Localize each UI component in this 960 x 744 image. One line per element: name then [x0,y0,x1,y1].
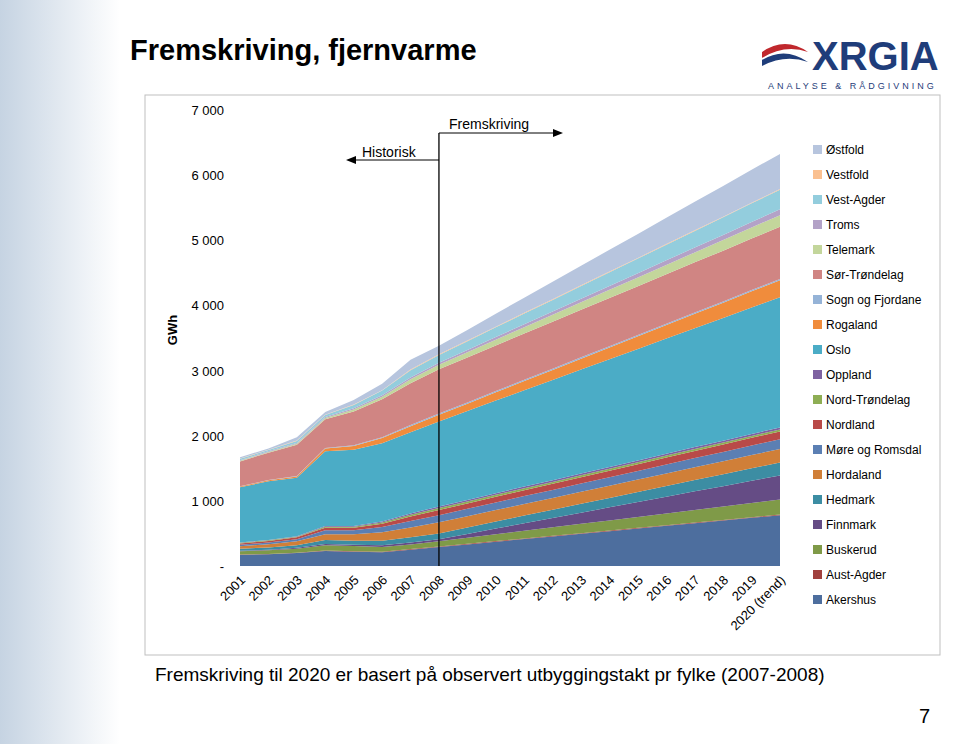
y-tick-label: 5 000 [191,233,224,248]
legend-label: Buskerud [826,543,877,557]
x-tick-label: 2003 [274,573,305,604]
x-tick-label: 2014 [587,573,618,604]
y-tick [228,500,232,501]
legend-swatch [813,295,822,304]
area [240,227,780,486]
x-tick-label: 2009 [444,573,475,604]
logo: XRGIA ANALYSE & RÅDGIVNING [762,34,939,91]
area [240,215,780,461]
arrow-head [553,129,563,137]
y-tick-label: 6 000 [191,168,224,183]
legend-label: Oppland [826,368,871,382]
x-tick-label: 2020 (trend) [727,573,788,634]
area [240,209,780,461]
legend-label: Sør-Trøndelag [826,268,904,282]
legend-swatch [813,595,822,604]
legend-swatch [813,445,822,454]
legend-label: Sogn og Fjordane [826,293,922,307]
legend-label: Akershus [826,593,876,607]
legend-swatch [813,195,822,204]
y-tick [228,110,232,111]
y-tick-label: 2 000 [191,429,224,444]
area [240,190,780,460]
legend-label: Rogaland [826,318,877,332]
legend-label: Østfold [826,143,864,157]
x-tick-label: 2002 [245,573,276,604]
legend-label: Nordland [826,418,875,432]
legend-label: Vest-Agder [826,193,885,207]
x-tick-label: 2004 [302,573,333,604]
logo-swoosh [762,53,808,66]
legend-swatch [813,495,822,504]
legend-swatch [813,145,822,154]
legend-swatch [813,320,822,329]
legend-swatch [813,470,822,479]
y-tick [228,305,232,306]
legend-label: Finnmark [826,518,877,532]
y-tick [228,175,232,176]
y-tick-label: 1 000 [191,494,224,509]
x-tick-label: 2007 [388,573,419,604]
legend-swatch [813,245,822,254]
annotation: Historisk [362,144,417,160]
y-tick [228,566,232,567]
legend-label: Aust-Agder [826,568,886,582]
y-tick-label: 7 000 [191,103,224,118]
legend-swatch [813,370,822,379]
y-axis-label: GWh [165,315,180,345]
y-tick-label: 3 000 [191,364,224,379]
arrow-head [346,156,356,164]
x-tick-label: 2012 [530,573,561,604]
plot-area [240,154,780,566]
x-tick-label: 2015 [615,573,646,604]
footnote: Fremskriving til 2020 er basert på obser… [155,664,825,685]
divider [438,133,439,566]
y-tick [228,240,232,241]
legend-label: Møre og Romsdal [826,443,921,457]
legend-swatch [813,395,822,404]
legend-swatch [813,170,822,179]
logo-tagline: ANALYSE & RÅDGIVNING [768,81,937,91]
legend-swatch [813,220,822,229]
page-number: 7 [919,705,930,727]
legend-swatch [813,570,822,579]
background-strip [0,0,120,744]
legend-swatch [813,420,822,429]
legend-label: Hedmark [826,493,876,507]
legend-swatch [813,545,822,554]
x-tick-label: 2008 [416,573,447,604]
x-tick-label: 2013 [558,573,589,604]
legend-label: Hordaland [826,468,881,482]
annotation: Fremskriving [449,116,529,132]
y-tick-label: 4 000 [191,298,224,313]
legend: Østfold Vestfold Vest-Agder Troms Telemark Sø… [813,143,922,607]
y-tick [228,370,232,371]
legend-swatch [813,270,822,279]
x-tick-label: 2017 [672,573,703,604]
y-tick [228,435,232,436]
logo-text: XRGIA [812,34,939,78]
legend-label: Vestfold [826,168,869,182]
x-tick-label: 2018 [700,573,731,604]
legend-swatch [813,520,822,529]
area [240,154,780,459]
page: Fremskriving, fjernvarme XRGIA ANALYSE & R… [0,0,960,744]
x-tick-label: 2011 [502,573,532,603]
x-tick-label: 2016 [643,573,674,604]
y-tick-label: - [220,559,224,574]
x-tick-label: 2001 [217,573,248,604]
legend-swatch [813,345,822,354]
legend-label: Nord-Trøndelag [826,393,910,407]
title: Fremskriving, fjernvarme [130,34,477,66]
x-tick-label: 2006 [359,573,390,604]
x-tick-label: 2005 [331,573,362,604]
legend-label: Telemark [826,243,876,257]
chart-frame [145,95,940,655]
x-tick-label: 2010 [473,573,504,604]
arrow [439,133,555,134]
legend-label: Oslo [826,343,851,357]
legend-label: Troms [826,218,860,232]
